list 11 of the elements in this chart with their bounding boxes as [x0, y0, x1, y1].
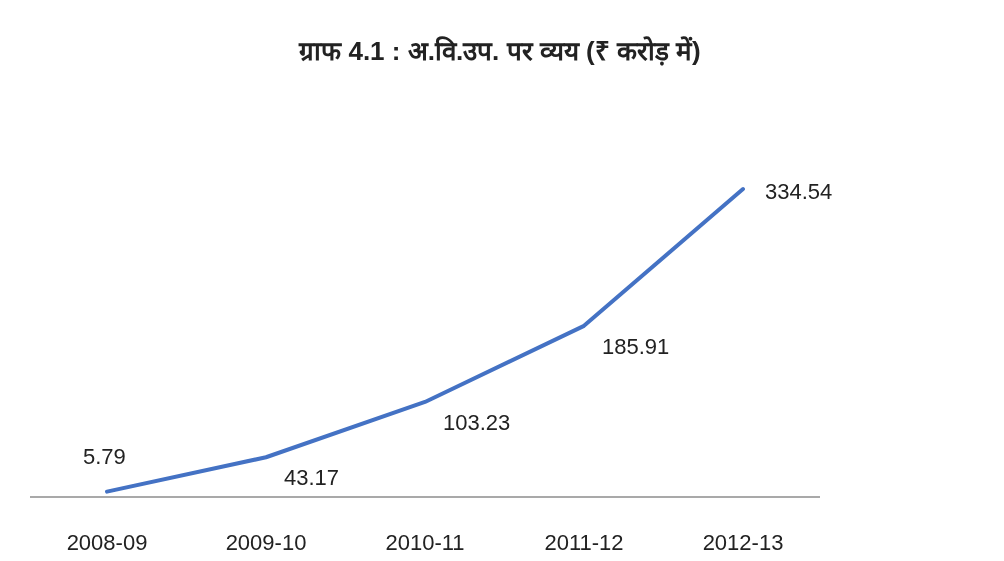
data-label: 185.91: [602, 333, 670, 359]
chart-title: ग्राफ 4.1 : अ.वि.उप. पर व्यय (₹ करोड़ में): [298, 36, 701, 66]
x-tick-label: 2009-10: [225, 530, 307, 555]
x-tick-label: 2011-12: [544, 530, 624, 555]
x-tick-label: 2008-09: [66, 530, 148, 555]
data-label: 43.17: [284, 465, 340, 491]
data-label: 334.54: [765, 179, 833, 204]
data-label: 103.23: [443, 409, 511, 435]
x-tick-label: 2010-11: [385, 530, 465, 555]
x-tick-label: 2012-13: [702, 530, 784, 555]
data-label: 5.79: [83, 443, 126, 469]
